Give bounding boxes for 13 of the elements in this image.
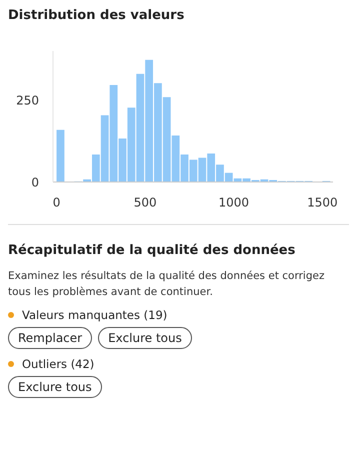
y-tick-label: 250: [16, 93, 39, 108]
text: Examinez les résultats de la qualité des données et corrigez tous les problèmes avant de continuer.: [8, 269, 326, 300]
x-tick-label: 1000: [218, 196, 250, 210]
text: Outliers (42): [21, 357, 96, 371]
text: Remplacer: [8, 327, 92, 349]
text: Exclure tous: [98, 327, 192, 349]
x-tick-label: 500: [134, 196, 157, 210]
text: Exclure tous: [8, 376, 102, 398]
x-tick-label: 1500: [307, 196, 338, 210]
text: Récapitulatif de la qualité des données: [8, 243, 296, 258]
chart-title: Distribution des valeurs: [8, 8, 186, 25]
x-tick-label: 0: [52, 196, 60, 210]
text: Valeurs manquantes (19): [21, 308, 168, 322]
